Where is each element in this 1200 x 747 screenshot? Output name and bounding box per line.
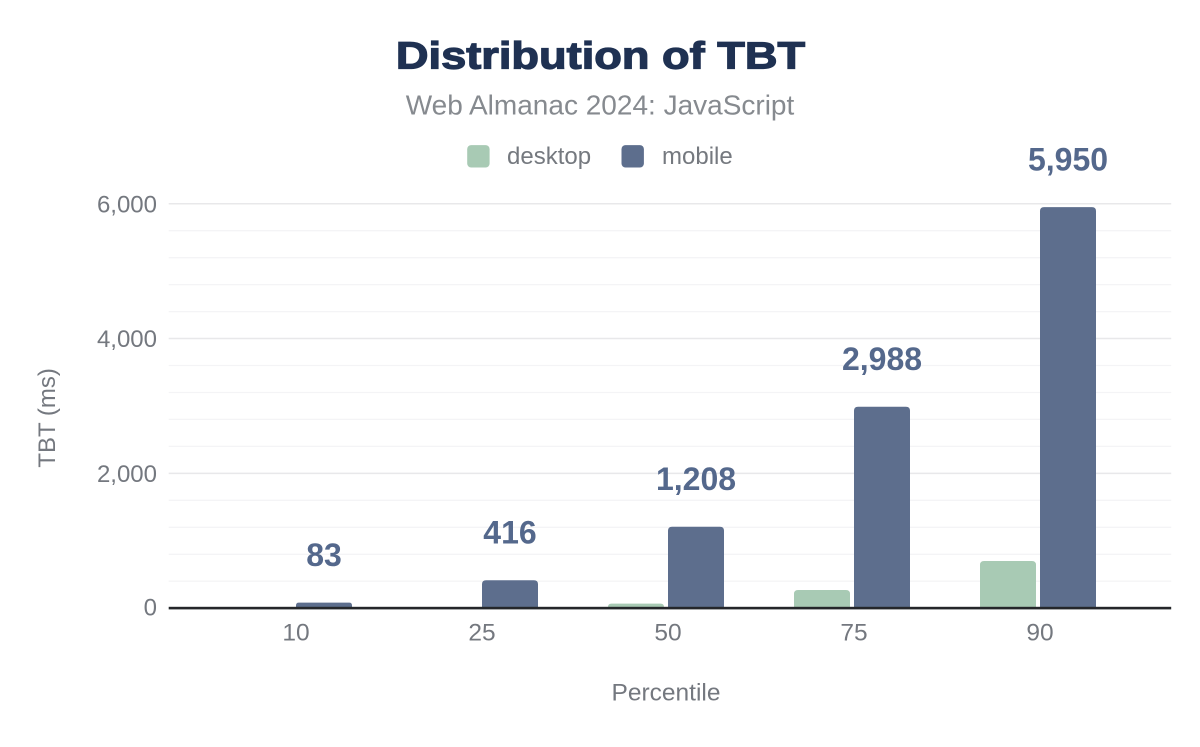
svg-text:TBT (ms): TBT (ms) <box>34 368 61 468</box>
svg-text:50: 50 <box>654 620 681 647</box>
svg-text:25: 25 <box>468 620 495 647</box>
svg-text:6,000: 6,000 <box>97 192 157 219</box>
svg-text:90: 90 <box>1026 620 1053 647</box>
svg-text:mobile: mobile <box>662 143 733 170</box>
svg-text:5,950: 5,950 <box>1028 142 1108 178</box>
svg-text:83: 83 <box>306 537 342 573</box>
svg-text:416: 416 <box>483 515 536 551</box>
svg-text:1,208: 1,208 <box>656 461 736 497</box>
svg-text:2,988: 2,988 <box>842 341 922 377</box>
svg-text:4,000: 4,000 <box>97 326 157 353</box>
svg-text:2,000: 2,000 <box>97 461 157 488</box>
svg-text:desktop: desktop <box>507 143 591 170</box>
svg-text:Web Almanac 2024: JavaScript: Web Almanac 2024: JavaScript <box>406 89 795 120</box>
svg-text:75: 75 <box>840 620 867 647</box>
svg-text:0: 0 <box>144 594 157 621</box>
svg-text:Percentile: Percentile <box>612 679 721 706</box>
svg-text:Distribution of TBT: Distribution of TBT <box>396 34 806 77</box>
svg-text:10: 10 <box>282 620 309 647</box>
